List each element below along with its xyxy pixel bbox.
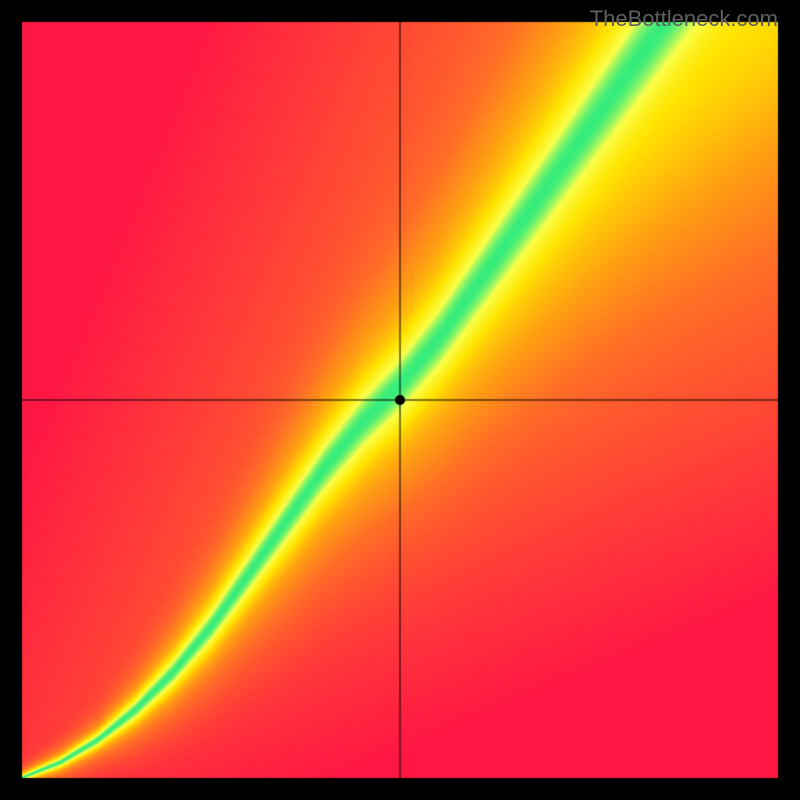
- bottleneck-heatmap: [0, 0, 800, 800]
- watermark-text: TheBottleneck.com: [590, 6, 778, 32]
- chart-container: TheBottleneck.com: [0, 0, 800, 800]
